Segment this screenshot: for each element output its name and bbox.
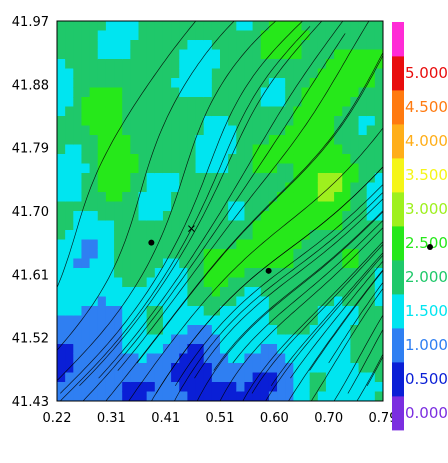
colorbar-label-9: 4.500 [405, 98, 448, 116]
colorbar-label-4: 2.000 [405, 268, 448, 286]
colorbar-label-7: 3.500 [405, 166, 448, 184]
x-tick-label-0: 0.22 [43, 411, 72, 426]
marker-x-2 [188, 225, 195, 232]
y-tick-label-6: 41.43 [12, 395, 49, 410]
colorbar-label-6: 3.000 [405, 200, 448, 218]
x-tick-label-2: 0.41 [151, 411, 180, 426]
marker-dot-0 [148, 239, 155, 246]
plot-frame [56, 20, 384, 402]
y-tick-label-1: 41.88 [12, 78, 49, 93]
colorbar-label-0: 0.000 [405, 404, 448, 422]
x-axis-ticks: 0.22 0.31 0.41 0.51 0.60 0.70 0.79 [43, 411, 398, 426]
colorbar-swatch-1 [392, 362, 404, 397]
colorbar-swatch-2 [392, 328, 404, 363]
colorbar-label-2: 1.000 [405, 336, 448, 354]
x-tick-label-3: 0.51 [206, 411, 235, 426]
heatmap-field [57, 21, 383, 401]
colorbar-label-8: 4.000 [405, 132, 448, 150]
colorbar: 0.000 0.500 1.000 1.500 2.000 2.500 3.000 3.500… [392, 22, 448, 431]
colorbar-swatch-4 [392, 260, 404, 295]
colorbar-swatch-3 [392, 294, 404, 329]
x-tick-label-1: 0.31 [97, 411, 126, 426]
colorbar-swatch-7 [392, 158, 404, 193]
colorbar-label-10: 5.000 [405, 64, 448, 82]
colorbar-swatch-11 [392, 22, 404, 57]
colorbar-swatch-0 [392, 396, 404, 431]
colorbar-swatch-6 [392, 192, 404, 227]
colorbar-label-5: 2.500 [405, 234, 448, 252]
y-tick-label-2: 41.79 [12, 142, 49, 157]
colorbar-label-3: 1.500 [405, 302, 448, 320]
colorbar-label-1: 0.500 [405, 370, 448, 388]
colorbar-dot-marker [427, 244, 433, 250]
marker-dot-1 [265, 267, 272, 274]
y-axis-ticks: 41.97 41.88 41.79 41.70 41.61 41.52 41.43 [12, 15, 49, 410]
colorbar-swatch-10 [392, 56, 404, 91]
colorbar-swatch-8 [392, 124, 404, 159]
x-tick-label-4: 0.60 [260, 411, 289, 426]
x-tick-label-6: 0.79 [369, 411, 398, 426]
streamline-overlay [57, 21, 383, 401]
marker-layer [148, 225, 272, 274]
colorbar-swatch-9 [392, 90, 404, 125]
y-tick-label-4: 41.61 [12, 268, 49, 283]
colorbar-swatch-5 [392, 226, 404, 261]
y-tick-label-3: 41.70 [12, 205, 49, 220]
y-tick-label-5: 41.52 [12, 332, 49, 347]
x-tick-label-5: 0.70 [314, 411, 343, 426]
y-tick-label-0: 41.97 [12, 15, 49, 30]
